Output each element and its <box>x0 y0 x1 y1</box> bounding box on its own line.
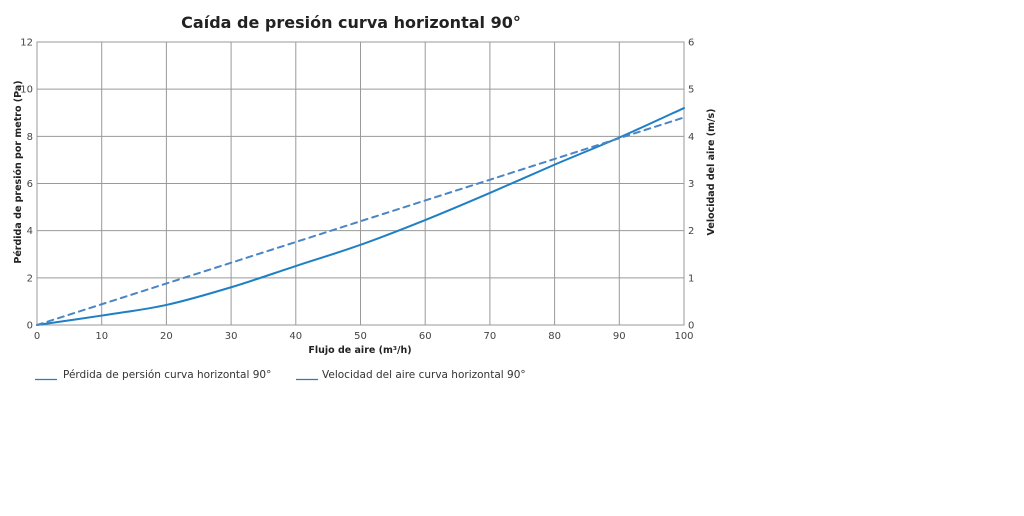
x-tick-label: 100 <box>674 331 693 342</box>
y-tick-label: 2 <box>27 273 33 284</box>
x-tick-label: 70 <box>484 331 497 342</box>
right-axis-ticks: 0 1 2 3 4 5 6 <box>688 38 694 332</box>
y-tick-label: 6 <box>27 179 33 190</box>
grid <box>36 41 685 326</box>
x-tick-label: 20 <box>160 331 173 342</box>
y2-tick-label: 0 <box>688 321 694 332</box>
y-tick-label: 0 <box>27 321 33 332</box>
x-axis-ticks: 0 10 20 30 40 50 60 70 80 90 100 <box>34 331 694 342</box>
x-tick-label: 10 <box>95 331 108 342</box>
y-axis-label: Pérdida de presión por metro (Pa) <box>13 80 24 263</box>
y-tick-label: 10 <box>20 85 33 96</box>
x-tick-label: 50 <box>354 331 367 342</box>
y-tick-label: 12 <box>20 38 33 49</box>
x-tick-label: 30 <box>225 331 238 342</box>
x-tick-label: 60 <box>419 331 432 342</box>
y2-tick-label: 4 <box>688 132 694 143</box>
legend-label-velocity: Velocidad del aire curva horizontal 90° <box>322 369 526 381</box>
series-layer <box>36 107 685 326</box>
y2-tick-label: 1 <box>688 273 694 284</box>
y2-tick-label: 6 <box>688 38 694 49</box>
y2-tick-label: 3 <box>688 179 694 190</box>
x-axis-label: Flujo de aire (m³/h) <box>308 345 411 356</box>
x-tick-label: 90 <box>613 331 626 342</box>
x-tick-label: 40 <box>289 331 302 342</box>
x-tick-label: 0 <box>34 331 40 342</box>
series-line-1 <box>36 116 685 326</box>
chart-title: Caída de presión curva horizontal 90° <box>181 13 521 32</box>
y2-axis-label: Velocidad del aire (m/s) <box>706 109 717 236</box>
x-tick-label: 80 <box>548 331 561 342</box>
y-tick-label: 8 <box>27 132 33 143</box>
legend-item-velocity: Velocidad del aire curva horizontal 90° <box>296 369 526 381</box>
left-axis-ticks: 0 2 4 6 8 10 12 <box>20 38 33 332</box>
legend-label-pressure: Pérdida de persión curva horizontal 90° <box>63 369 271 381</box>
legend: Pérdida de persión curva horizontal 90° … <box>35 369 526 381</box>
y2-tick-label: 2 <box>688 226 694 237</box>
y-tick-label: 4 <box>27 226 33 237</box>
legend-item-pressure: Pérdida de persión curva horizontal 90° <box>35 369 271 381</box>
y2-tick-label: 5 <box>688 85 694 96</box>
series-line-0 <box>36 107 685 326</box>
